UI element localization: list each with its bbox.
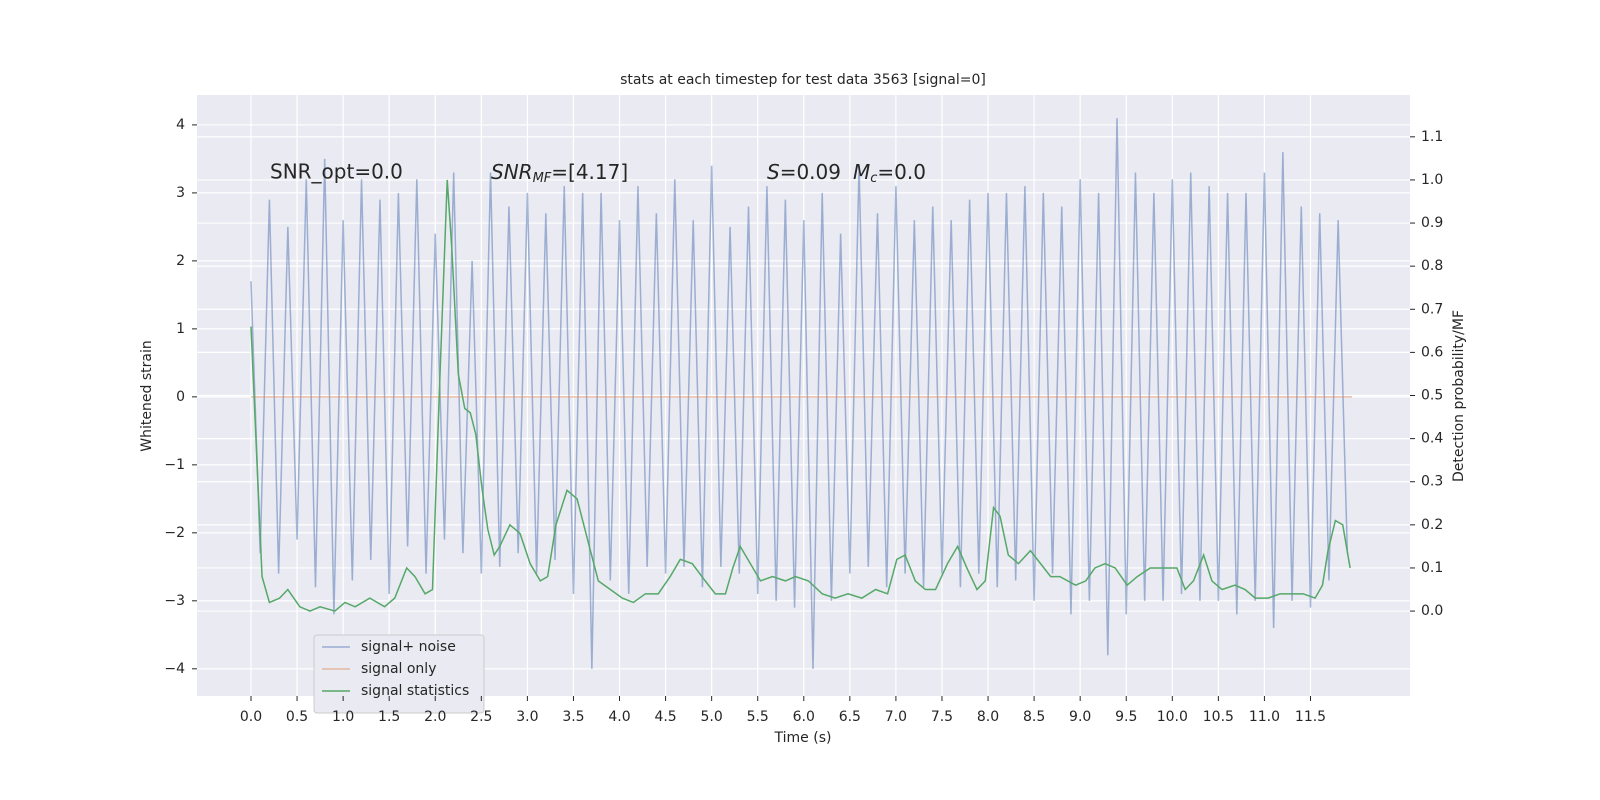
y-tick-label: 3 bbox=[176, 185, 185, 201]
annotation-part: M bbox=[853, 160, 870, 184]
x-axis-label: Time (s) bbox=[774, 730, 832, 746]
y2-tick-label: 0.1 bbox=[1421, 560, 1443, 576]
x-tick-label: 9.0 bbox=[1069, 709, 1091, 725]
legend-box bbox=[313, 634, 485, 714]
x-tick-label: 5.0 bbox=[701, 709, 723, 725]
y-tick-label: 1 bbox=[176, 321, 185, 337]
y2-tick-label: 0.8 bbox=[1421, 258, 1443, 274]
x-tick-label: 6.0 bbox=[793, 709, 815, 725]
x-tick-label: 10.0 bbox=[1157, 709, 1188, 725]
y-axis-label: Whitened strain bbox=[139, 340, 155, 451]
x-tick-label: 3.0 bbox=[516, 709, 538, 725]
legend-label: signal statistics bbox=[361, 683, 469, 699]
x-tick-label: 10.5 bbox=[1203, 709, 1234, 725]
y2-tick-label: 0.4 bbox=[1421, 431, 1443, 447]
x-tick-label: 8.5 bbox=[1023, 709, 1045, 725]
x-tick-label: 0.0 bbox=[240, 709, 262, 725]
annotation-part: =0.09 bbox=[780, 160, 841, 184]
x-tick-label: 6.5 bbox=[839, 709, 861, 725]
x-tick-label: 1.5 bbox=[378, 709, 400, 725]
legend-label: signal+ noise bbox=[361, 639, 456, 655]
legend: signal+ noise signal only signal statistic… bbox=[313, 634, 485, 714]
y2-tick-label: 0.3 bbox=[1421, 474, 1443, 490]
annotation-part: c bbox=[870, 171, 877, 186]
y-tick-label: −3 bbox=[164, 593, 185, 609]
x-tick-label: 4.5 bbox=[654, 709, 676, 725]
y2-tick-label: 0.7 bbox=[1421, 301, 1443, 317]
y2-tick-label: 0.0 bbox=[1421, 603, 1443, 619]
y-tick-label: −4 bbox=[164, 661, 185, 677]
x-tick-label: 7.5 bbox=[931, 709, 953, 725]
y2-tick-label: 1.0 bbox=[1421, 172, 1443, 188]
x-tick-label: 8.0 bbox=[977, 709, 999, 725]
annotation-part: SNR bbox=[491, 160, 533, 184]
x-tick-label: 9.5 bbox=[1115, 709, 1137, 725]
x-tick-label: 2.0 bbox=[424, 709, 446, 725]
annotation-part: MF bbox=[533, 171, 552, 186]
y-tick-label: −1 bbox=[164, 457, 185, 473]
y2-axis-label: Detection probability/MF bbox=[1451, 310, 1467, 482]
annotation-part: S bbox=[767, 160, 780, 184]
annotation-part: =0.0 bbox=[877, 160, 926, 184]
x-tick-label: 5.5 bbox=[747, 709, 769, 725]
series-line bbox=[250, 118, 1349, 669]
annotation: S=0.09 Mc=0.0 bbox=[767, 160, 926, 186]
x-tick-label: 11.5 bbox=[1295, 709, 1326, 725]
x-tick-label: 11.0 bbox=[1249, 709, 1280, 725]
y2-tick-label: 0.9 bbox=[1421, 215, 1443, 231]
annotation: SNR_opt=0.0 bbox=[270, 160, 403, 184]
y2-tick-label: 0.2 bbox=[1421, 517, 1443, 533]
x-tick-label: 4.0 bbox=[608, 709, 630, 725]
legend-label: signal only bbox=[361, 661, 436, 677]
y-tick-label: 4 bbox=[176, 117, 185, 133]
x-tick-label: 7.0 bbox=[885, 709, 907, 725]
x-tick-label: 2.5 bbox=[470, 709, 492, 725]
x-tick-label: 0.5 bbox=[286, 709, 308, 725]
y-tick-label: 0 bbox=[176, 389, 185, 405]
y-tick-label: −2 bbox=[164, 525, 185, 541]
y2-tick-label: 0.6 bbox=[1421, 344, 1443, 360]
annotation-part: =[4.17] bbox=[551, 160, 628, 184]
y-tick-label: 2 bbox=[176, 253, 185, 269]
annotation: SNRMF=[4.17] bbox=[491, 160, 628, 186]
y2-tick-label: 1.1 bbox=[1421, 129, 1443, 145]
x-tick-label: 3.5 bbox=[562, 709, 584, 725]
marks bbox=[250, 118, 1352, 669]
series-line bbox=[250, 179, 1351, 612]
y2-tick-label: 0.5 bbox=[1421, 388, 1443, 404]
x-tick-label: 1.0 bbox=[332, 709, 354, 725]
chart-title: stats at each timestep for test data 356… bbox=[620, 72, 986, 88]
